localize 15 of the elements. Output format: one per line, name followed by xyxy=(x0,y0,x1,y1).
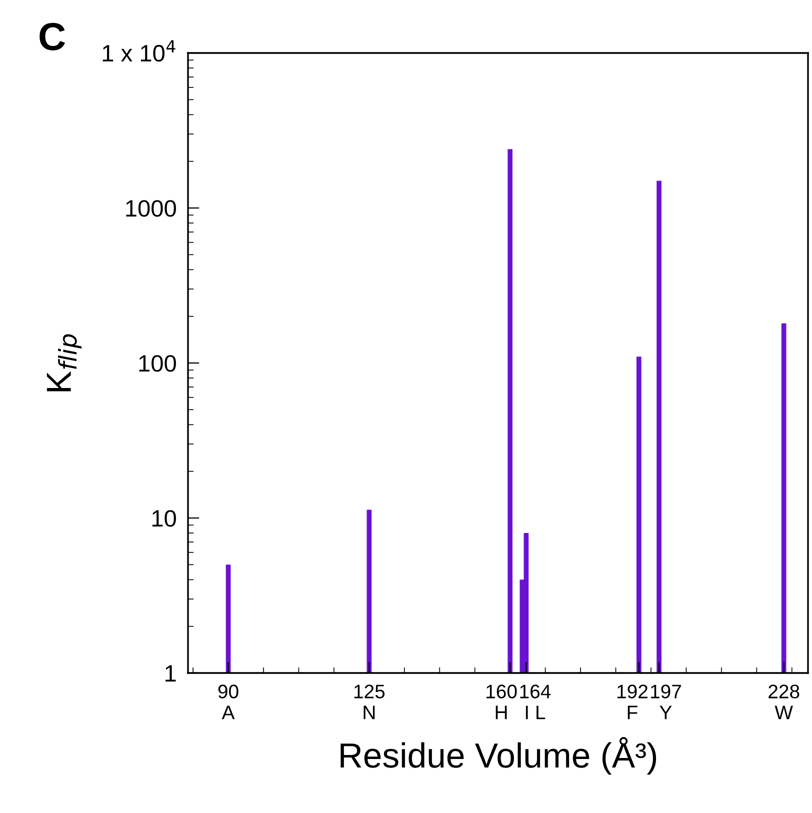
x-tick-label: 228 W xyxy=(768,684,800,720)
y-axis-title: K$_{flip}$ xyxy=(46,334,82,392)
x-tick-label: 125 N xyxy=(354,684,385,720)
y-tick-label: 1 x 10$^{4}$ xyxy=(102,40,176,62)
chart-title: C xyxy=(40,22,66,50)
x-tick-label: 164 I L xyxy=(520,684,551,720)
y-tick-label: 1000 xyxy=(126,200,176,217)
x-tick-label: 197 Y xyxy=(650,684,681,720)
y-tick-label: 100 xyxy=(139,355,176,372)
x-tick-label: 90 A xyxy=(218,684,238,720)
y-tick-label: 1 xyxy=(166,665,176,682)
y-tick-label: 10 xyxy=(152,510,176,527)
x-tick-label: 160 H xyxy=(486,684,517,720)
x-axis-title: Residue Volume (Å³) xyxy=(340,737,656,775)
x-tick-label: 192 F xyxy=(617,684,648,720)
